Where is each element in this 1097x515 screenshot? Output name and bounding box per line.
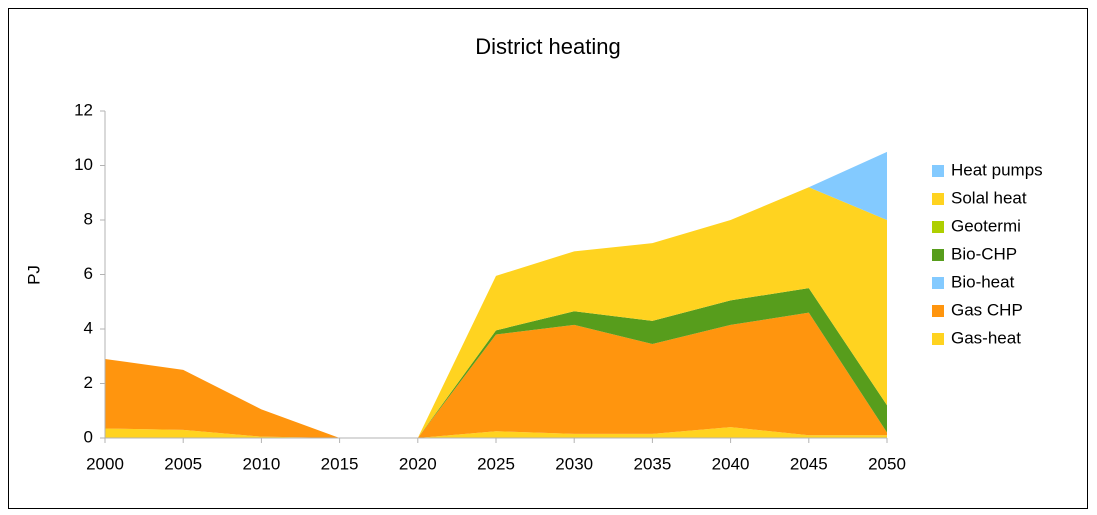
legend-swatch xyxy=(932,305,944,317)
x-tick-label: 2000 xyxy=(86,454,124,473)
legend-label: Heat pumps xyxy=(951,160,1043,179)
legend-swatch xyxy=(932,193,944,205)
y-tick-label: 4 xyxy=(84,318,93,337)
x-tick-label: 2005 xyxy=(164,454,202,473)
legend-label: Bio-heat xyxy=(951,272,1015,291)
y-axis-label: PJ xyxy=(24,265,43,285)
legend-swatch xyxy=(932,277,944,289)
x-tick-label: 2025 xyxy=(477,454,515,473)
area xyxy=(105,187,887,438)
x-tick-label: 2020 xyxy=(399,454,437,473)
y-tick-label: 8 xyxy=(84,209,93,228)
y-tick-label: 10 xyxy=(74,155,93,174)
x-tick-label: 2045 xyxy=(790,454,828,473)
legend-label: Gas-heat xyxy=(951,328,1021,347)
legend-label: Solal heat xyxy=(951,188,1027,207)
legend-swatch xyxy=(932,249,944,261)
legend-label: Bio-CHP xyxy=(951,244,1017,263)
y-tick-label: 0 xyxy=(84,427,93,446)
x-tick-label: 2050 xyxy=(868,454,906,473)
x-tick-label: 2035 xyxy=(633,454,671,473)
legend-swatch xyxy=(932,221,944,233)
area xyxy=(105,427,887,438)
y-tick-label: 12 xyxy=(74,100,93,119)
legend-swatch xyxy=(932,165,944,177)
x-tick-label: 2040 xyxy=(712,454,750,473)
x-tick-label: 2030 xyxy=(555,454,593,473)
x-tick-label: 2010 xyxy=(242,454,280,473)
x-tick-label: 2015 xyxy=(321,454,359,473)
area xyxy=(105,288,887,438)
y-tick-label: 2 xyxy=(84,373,93,392)
y-tick-label: 6 xyxy=(84,264,93,283)
area xyxy=(105,312,887,438)
legend-swatch xyxy=(932,333,944,345)
legend-label: Geotermi xyxy=(951,216,1021,235)
chart-title: District heating xyxy=(475,34,621,59)
legend-label: Gas CHP xyxy=(951,300,1023,319)
